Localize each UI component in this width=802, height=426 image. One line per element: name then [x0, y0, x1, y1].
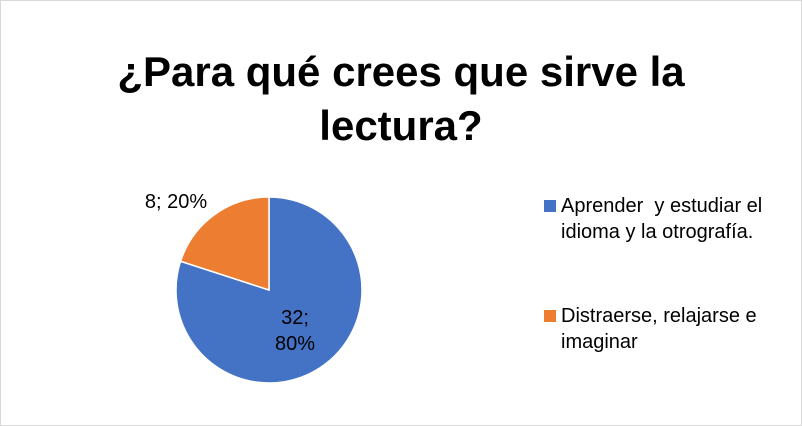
pie-slice	[179, 196, 270, 292]
data-label: 8; 20%	[144, 191, 208, 213]
legend-label: Aprender y estudiar el idioma y la otrog…	[561, 195, 768, 243]
legend-label: Distraerse, relajarse e imaginar	[561, 305, 763, 353]
legend-item: Aprender y estudiar el idioma y la otrog…	[544, 193, 794, 245]
legend-swatch	[544, 200, 556, 212]
chart-title: ¿Para qué crees que sirve la lectura?	[117, 48, 685, 149]
legend-swatch	[544, 310, 556, 322]
data-label: 32; 80%	[274, 307, 316, 355]
legend-item: Distraerse, relajarse e imaginar	[544, 303, 794, 355]
